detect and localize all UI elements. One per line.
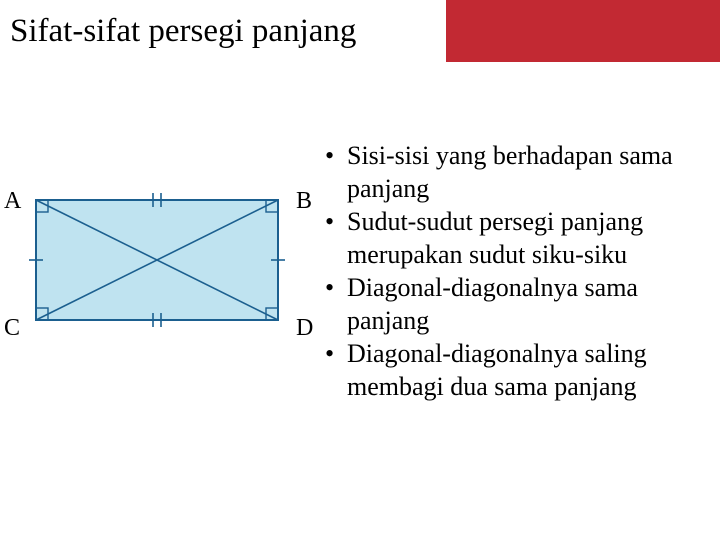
content-area: A B C D Sisi-sisi y xyxy=(0,130,720,540)
header-bar: Sifat-sifat persegi panjang xyxy=(0,0,720,62)
list-item: Sudut-sudut persegi panjang merupakan su… xyxy=(325,206,720,271)
vertex-label-d: D xyxy=(296,315,313,342)
vertex-label-b: B xyxy=(296,188,312,215)
title-box: Sifat-sifat persegi panjang xyxy=(0,0,446,62)
page-title: Sifat-sifat persegi panjang xyxy=(10,13,356,50)
bullet-list-area: Sisi-sisi yang berhadapan sama panjang S… xyxy=(325,130,720,540)
vertex-label-c: C xyxy=(4,315,20,342)
properties-list: Sisi-sisi yang berhadapan sama panjang S… xyxy=(325,140,720,403)
rectangle-svg xyxy=(26,190,288,330)
rectangle-diagram: A B C D xyxy=(0,160,325,410)
list-item: Diagonal-diagonalnya saling membagi dua … xyxy=(325,338,720,403)
list-item: Sisi-sisi yang berhadapan sama panjang xyxy=(325,140,720,205)
list-item: Diagonal-diagonalnya sama panjang xyxy=(325,272,720,337)
vertex-label-a: A xyxy=(4,188,21,215)
